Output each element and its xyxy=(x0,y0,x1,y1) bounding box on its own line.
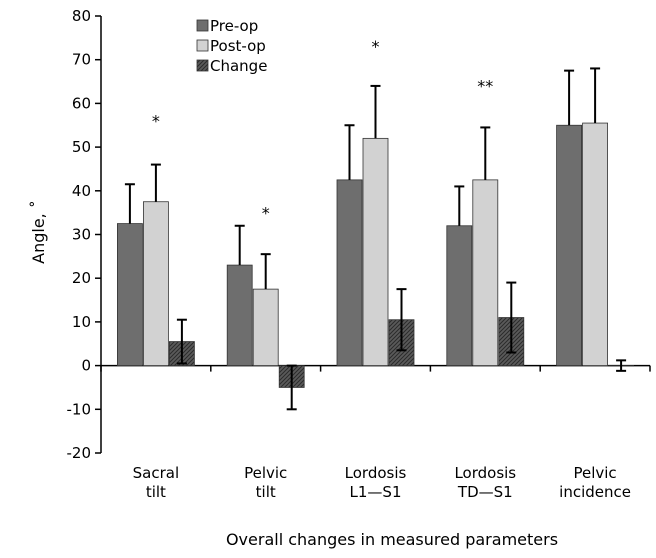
significance-marker-3: ** xyxy=(477,77,493,96)
category-label-0-0: Sacral xyxy=(133,464,180,482)
legend-label-pre-op: Pre-op xyxy=(210,17,258,35)
y-tick-label: 60 xyxy=(72,94,91,112)
bar-pre-op-2 xyxy=(336,179,363,367)
y-tick-label: -10 xyxy=(67,400,92,418)
y-tick-label: 0 xyxy=(81,357,91,375)
bars xyxy=(117,122,634,388)
annotations: ***** xyxy=(152,37,493,222)
bar-post-op-1 xyxy=(252,288,279,366)
bar-pre-op-1 xyxy=(226,264,253,366)
y-tick-label: 20 xyxy=(72,269,91,287)
legend-swatch-change xyxy=(196,59,209,72)
bar-post-op-0 xyxy=(142,201,169,367)
category-label-4-1: incidence xyxy=(559,483,631,501)
category-label-3-0: Lordosis xyxy=(454,464,516,482)
x-axis-title: Overall changes in measured parameters xyxy=(226,530,558,549)
category-label-0-1: tilt xyxy=(146,483,166,501)
significance-marker-0: * xyxy=(152,112,160,131)
y-axis-title: Angle, ˚ xyxy=(29,200,48,264)
category-label-4-0: Pelvic xyxy=(573,464,616,482)
bar-pre-op-4 xyxy=(556,124,582,367)
category-labels: SacraltiltPelvictiltLordosisL1—S1Lordosi… xyxy=(133,464,631,501)
category-label-2-1: L1—S1 xyxy=(350,483,402,501)
y-tick-label: 30 xyxy=(72,226,91,244)
legend-label-change: Change xyxy=(210,57,267,75)
error-bars xyxy=(124,67,627,411)
y-axis: -20 -10 0 10 20 30 40 50 60 70 80 xyxy=(67,7,102,462)
y-tick-label: 40 xyxy=(72,182,91,200)
bar-post-op-4 xyxy=(582,122,608,367)
legend-label-post-op: Post-op xyxy=(210,37,266,55)
legend: Pre-op Post-op Change xyxy=(196,17,267,75)
bar-post-op-2 xyxy=(362,137,389,367)
bar-post-op-3 xyxy=(472,179,499,367)
category-label-3-1: TD—S1 xyxy=(457,483,513,501)
y-tick-label: 50 xyxy=(72,138,91,156)
bar-pre-op-3 xyxy=(446,225,473,366)
bar-pre-op-0 xyxy=(117,223,143,366)
significance-marker-1: * xyxy=(262,203,270,222)
y-tick-label: 70 xyxy=(72,51,91,69)
legend-swatch-post-op xyxy=(196,39,209,52)
y-tick-label: 80 xyxy=(72,7,91,25)
y-tick-label: 10 xyxy=(72,313,91,331)
x-axis xyxy=(100,364,651,372)
category-label-1-0: Pelvic xyxy=(244,464,287,482)
category-label-2-0: Lordosis xyxy=(345,464,407,482)
legend-swatch-pre-op xyxy=(196,19,209,32)
category-label-1-1: tilt xyxy=(256,483,276,501)
significance-marker-2: * xyxy=(372,37,380,56)
y-tick-label: -20 xyxy=(67,444,92,462)
